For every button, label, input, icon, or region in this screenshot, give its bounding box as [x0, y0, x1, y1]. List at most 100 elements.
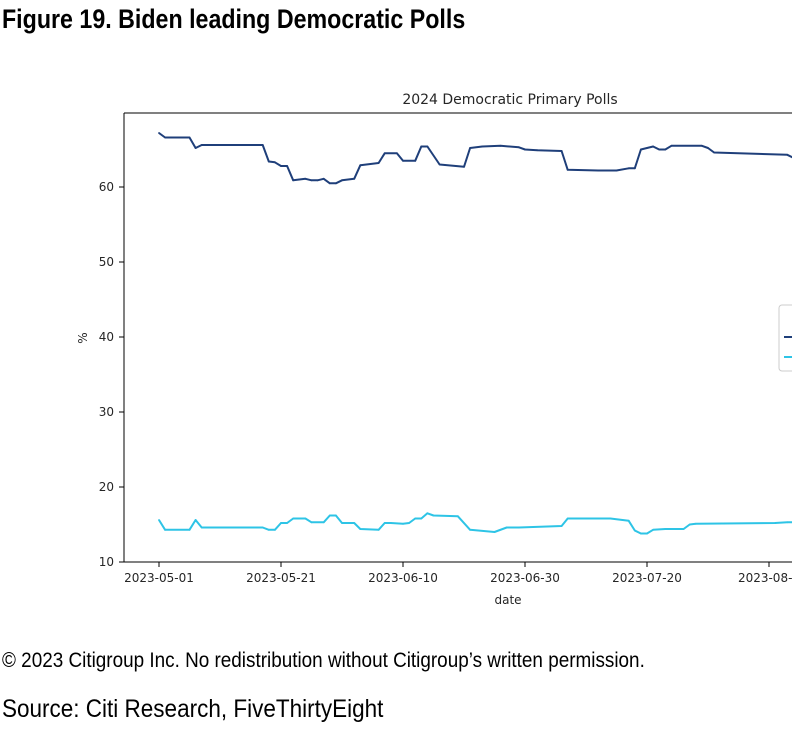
- chart-title: 2024 Democratic Primary Polls: [402, 92, 617, 108]
- data-point: [615, 169, 618, 172]
- data-point: [524, 148, 526, 151]
- data-point: [786, 153, 789, 156]
- data-point: [640, 148, 642, 151]
- figure-title: Figure 19. Biden leading Democratic Poll…: [2, 4, 466, 34]
- data-point: [518, 526, 520, 529]
- data-point: [286, 165, 288, 167]
- data-point: [426, 512, 429, 515]
- data-point: [341, 522, 343, 524]
- data-point: [322, 521, 325, 524]
- data-point: [536, 149, 539, 152]
- data-point: [200, 144, 203, 146]
- source-note: Source: Citi Research, FiveThirtyEight: [2, 695, 384, 723]
- data-point: [713, 151, 715, 154]
- data-point: [310, 179, 313, 182]
- y-tick-label: 10: [99, 555, 114, 569]
- data-point: [463, 165, 465, 168]
- data-point: [493, 531, 496, 533]
- y-tick-label: 30: [99, 405, 114, 419]
- data-point: [499, 144, 502, 147]
- data-point: [188, 528, 191, 531]
- data-point: [194, 147, 197, 149]
- data-point: [322, 177, 325, 180]
- data-point: [335, 514, 337, 517]
- data-point: [194, 519, 197, 521]
- data-point: [261, 526, 264, 529]
- data-point: [383, 152, 386, 155]
- copyright-notice: © 2023 Citigroup Inc. No redistribution …: [2, 649, 645, 672]
- data-point: [682, 528, 685, 530]
- data-point: [701, 144, 703, 147]
- data-point: [627, 519, 630, 522]
- x-tick-label: 2023-06-30: [490, 571, 560, 585]
- data-point: [420, 517, 423, 520]
- y-axis: 10 20 30 40 50 60: [99, 180, 124, 569]
- x-tick-label: 2023-05-21: [246, 571, 316, 585]
- data-point: [560, 150, 563, 152]
- data-point: [774, 522, 776, 524]
- data-point: [353, 177, 356, 180]
- data-point: [377, 162, 380, 164]
- data-point: [286, 522, 288, 524]
- data-point: [408, 522, 410, 524]
- data-point: [786, 521, 789, 524]
- data-point: [359, 528, 362, 530]
- data-point: [633, 529, 636, 532]
- axes-frame: [123, 112, 792, 563]
- line-chart: 2024 Democratic Primary Polls 10 20 30 40 50…: [76, 92, 792, 607]
- data-point: [396, 152, 398, 155]
- data-point: [597, 169, 600, 172]
- data-point: [566, 517, 569, 520]
- x-axis: 2023-05-01 2023-05-21 2023-06-10 2023-06-30…: [124, 562, 792, 585]
- data-point: [383, 522, 386, 524]
- data-point: [609, 517, 612, 520]
- series-line-1: [158, 512, 792, 535]
- data-point: [280, 522, 282, 524]
- data-point: [707, 147, 709, 149]
- data-point: [438, 163, 441, 166]
- data-point: [414, 159, 417, 162]
- data-point: [274, 528, 276, 531]
- x-tick-label: 2023-06-10: [368, 571, 438, 585]
- plot-area: 10 20 30 40 50 60 2023-05-01 2023-05-21 2023-06…: [99, 112, 792, 585]
- data-point: [310, 521, 313, 524]
- data-point: [457, 515, 459, 518]
- data-point: [158, 519, 160, 521]
- data-point: [664, 148, 667, 151]
- data-point: [341, 179, 343, 182]
- data-point: [402, 159, 404, 162]
- data-point: [158, 132, 160, 134]
- data-point: [200, 526, 203, 529]
- data-point: [335, 182, 337, 185]
- y-tick-label: 40: [99, 330, 114, 344]
- data-point: [688, 523, 691, 526]
- x-tick-label: 2023-08-0: [738, 571, 792, 585]
- data-point: [359, 164, 362, 167]
- data-point: [469, 147, 471, 149]
- data-point: [414, 517, 417, 520]
- data-point: [304, 177, 307, 180]
- data-point: [280, 165, 282, 167]
- data-point: [566, 168, 569, 171]
- data-point: [188, 136, 191, 139]
- y-tick-label: 50: [99, 255, 114, 269]
- x-tick-label: 2023-07-20: [612, 571, 682, 585]
- data-point: [560, 525, 563, 527]
- data-point: [670, 144, 673, 147]
- data-point: [206, 144, 209, 146]
- y-axis-label: %: [76, 332, 90, 343]
- data-point: [505, 526, 508, 529]
- data-point: [164, 136, 167, 139]
- series-layer: [158, 132, 792, 535]
- x-tick-label: 2023-05-01: [124, 571, 194, 585]
- data-point: [646, 532, 648, 535]
- legend: [778, 304, 792, 372]
- data-point: [377, 528, 380, 531]
- data-point: [298, 178, 301, 181]
- data-point: [328, 182, 331, 185]
- data-point: [621, 519, 624, 521]
- data-point: [694, 522, 697, 525]
- data-point: [274, 161, 276, 164]
- data-point: [292, 517, 295, 520]
- data-point: [652, 528, 654, 531]
